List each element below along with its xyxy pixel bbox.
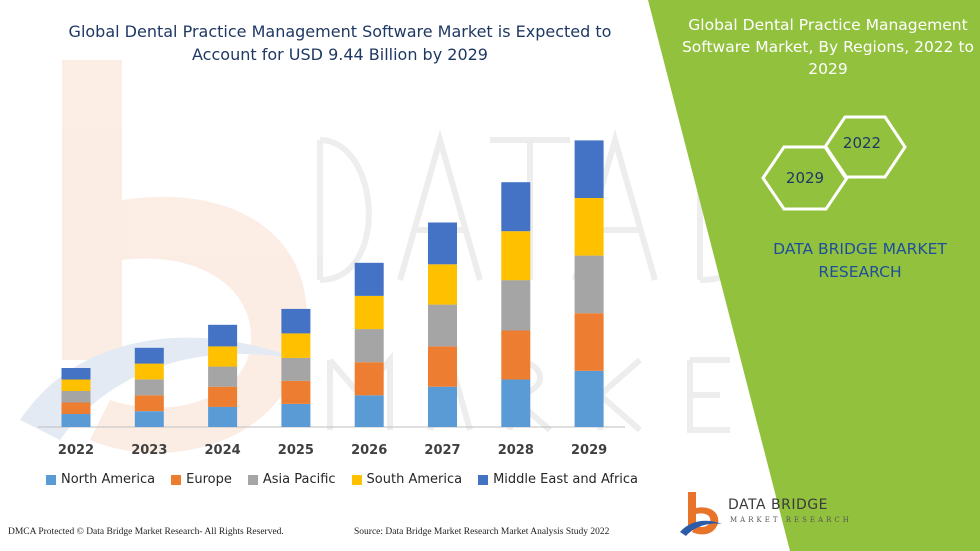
bar-segment-2022-middle-east-and-africa	[61, 368, 91, 380]
bar-segment-2022-north-america	[61, 414, 91, 427]
logo-subtitle: MARKET RESEARCH	[730, 516, 852, 524]
side-panel-title: Global Dental Practice Management Softwa…	[681, 16, 975, 78]
bar-segment-2026-north-america	[354, 395, 384, 427]
hexagon-2029-label: 2029	[785, 169, 825, 187]
bar-segment-2029-europe	[574, 313, 604, 371]
brand-text: DATA BRIDGE MARKET RESEARCH	[773, 240, 947, 281]
x-tick-label-2027: 2027	[424, 443, 460, 458]
side-panel	[648, 0, 980, 551]
bar-segment-2027-middle-east-and-africa	[428, 222, 457, 265]
legend-swatch	[351, 474, 362, 485]
bar-segment-2027-north-america	[428, 386, 457, 427]
bar-segment-2028-asia-pacific	[501, 280, 531, 331]
bar-segment-2024-asia-pacific	[208, 366, 238, 387]
legend-label: Middle East and Africa	[493, 472, 639, 487]
bar-segment-2029-south-america	[574, 198, 604, 256]
bar-segment-2022-europe	[61, 402, 91, 414]
bar-segment-2025-south-america	[281, 333, 311, 358]
x-tick-label-2026: 2026	[351, 443, 387, 458]
bar-segment-2028-europe	[501, 330, 531, 380]
chart-legend: North America Europe Asia Pacific South Ame…	[46, 472, 638, 487]
bar-segment-2028-north-america	[501, 379, 531, 427]
footer-copyright: DMCA Protected © Data Bridge Market Rese…	[8, 527, 284, 537]
bar-segment-2027-asia-pacific	[428, 304, 457, 347]
legend-swatch	[46, 474, 56, 485]
x-tick-labels: 2022 2023 2024 2025 2026 2027 2028 2029	[58, 443, 607, 458]
bar-segment-2025-north-america	[281, 404, 311, 427]
bar-segment-2023-north-america	[134, 411, 164, 427]
legend-item-north-america: North America	[46, 472, 155, 487]
x-tick-label-2023: 2023	[131, 443, 167, 458]
legend-swatch	[247, 474, 258, 485]
x-tick-label-2022: 2022	[58, 443, 94, 458]
x-tick-label-2029: 2029	[571, 443, 607, 458]
bar-segment-2022-asia-pacific	[61, 391, 91, 403]
x-tick-label-2028: 2028	[498, 443, 534, 458]
bar-segment-2023-south-america	[134, 363, 164, 380]
bar-segment-2024-europe	[208, 386, 238, 407]
legend-label: Europe	[186, 472, 232, 487]
logo-name: DATA BRIDGE	[728, 497, 828, 513]
footer-source: Source: Data Bridge Market Research Mark…	[354, 527, 610, 537]
bar-segment-2024-middle-east-and-africa	[208, 324, 238, 347]
legend-label: South America	[366, 472, 463, 487]
legend-swatch	[478, 474, 489, 485]
bar-segment-2026-middle-east-and-africa	[354, 262, 384, 296]
bar-segment-2022-south-america	[61, 379, 91, 391]
chart-title: Global Dental Practice Management Softwa…	[68, 22, 612, 64]
x-tick-label-2025: 2025	[278, 443, 314, 458]
bars-group	[61, 140, 604, 427]
bar-segment-2023-europe	[134, 395, 164, 412]
legend-item-europe: Europe	[171, 472, 232, 487]
bar-segment-2025-asia-pacific	[281, 357, 311, 381]
bar-segment-2029-north-america	[574, 370, 604, 427]
bar-segment-2024-south-america	[208, 346, 238, 367]
hexagon-2022-label: 2022	[842, 134, 882, 152]
bar-segment-2024-north-america	[208, 406, 238, 427]
legend-item-middle-east-and-africa: Middle East and Africa	[478, 472, 638, 487]
legend-item-south-america: South America	[351, 472, 463, 487]
legend-swatch	[171, 474, 182, 485]
x-tick-label-2024: 2024	[205, 443, 241, 458]
logo-mark-icon	[680, 492, 722, 536]
bar-segment-2026-south-america	[354, 296, 384, 330]
bar-segment-2029-middle-east-and-africa	[574, 140, 604, 198]
bar-segment-2029-asia-pacific	[574, 255, 604, 314]
bar-segment-2025-europe	[281, 380, 311, 404]
legend-label: Asia Pacific	[262, 472, 336, 487]
bar-segment-2023-middle-east-and-africa	[134, 347, 164, 364]
bar-segment-2026-asia-pacific	[354, 329, 384, 363]
watermark-logo-shape	[20, 60, 307, 454]
bar-segment-2025-middle-east-and-africa	[281, 308, 311, 334]
hexagon-2029-shape	[761, 145, 849, 211]
legend-item-asia-pacific: Asia Pacific	[247, 472, 336, 487]
bar-segment-2028-middle-east-and-africa	[501, 182, 531, 232]
legend-label: North America	[61, 472, 156, 487]
bar-segment-2026-europe	[354, 362, 384, 396]
bar-segment-2023-asia-pacific	[134, 379, 164, 396]
bar-segment-2027-europe	[428, 346, 457, 387]
bar-segment-2028-south-america	[501, 231, 531, 281]
bar-segment-2027-south-america	[428, 264, 457, 305]
